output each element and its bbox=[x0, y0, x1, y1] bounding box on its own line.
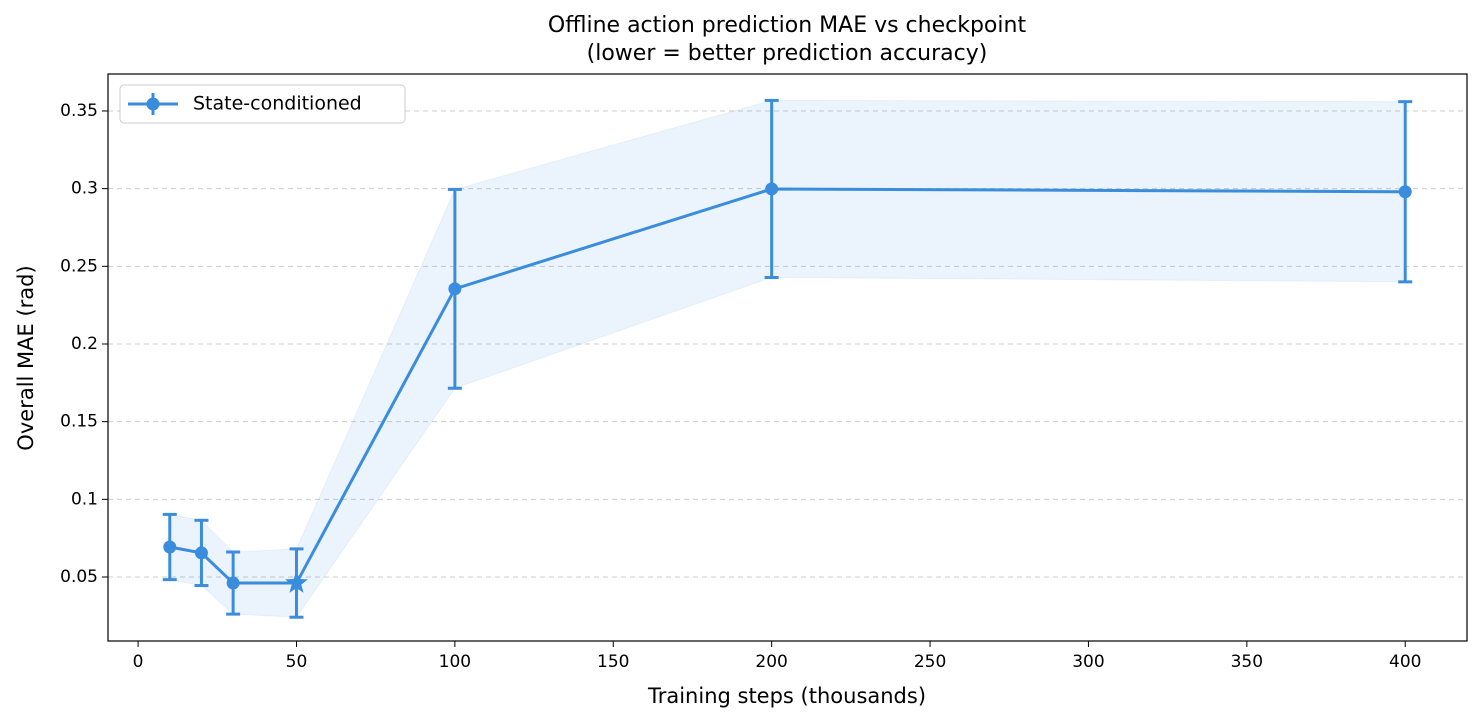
y-tick-label: 0.2 bbox=[71, 334, 98, 354]
x-tick-label: 350 bbox=[1231, 652, 1263, 672]
marker bbox=[226, 576, 240, 590]
x-tick-label: 150 bbox=[597, 652, 629, 672]
marker bbox=[194, 546, 208, 560]
y-tick-label: 0.15 bbox=[60, 412, 98, 432]
x-tick-label: 200 bbox=[755, 652, 787, 672]
x-tick-label: 250 bbox=[914, 652, 946, 672]
x-tick-label: 50 bbox=[286, 652, 308, 672]
y-tick-label: 0.05 bbox=[60, 567, 98, 587]
y-tick-label: 0.25 bbox=[60, 256, 98, 276]
error-band bbox=[169, 99, 1406, 618]
legend-box bbox=[119, 84, 406, 124]
y-tick-label: 0.1 bbox=[71, 489, 98, 509]
y-tick-label: 0.35 bbox=[60, 101, 98, 121]
x-tick-label: 400 bbox=[1389, 652, 1421, 672]
x-tick-label: 0 bbox=[133, 652, 144, 672]
plot-frame bbox=[107, 73, 1468, 642]
chart-subtitle: (lower = better prediction accuracy) bbox=[587, 41, 988, 66]
x-tick-label: 100 bbox=[439, 652, 471, 672]
legend-marker bbox=[146, 97, 160, 111]
chart-title: Offline action prediction MAE vs checkpo… bbox=[548, 13, 1027, 38]
x-axis-label: Training steps (thousands) bbox=[647, 684, 926, 708]
x-tick-label: 300 bbox=[1072, 652, 1104, 672]
marker bbox=[163, 540, 177, 554]
marker bbox=[765, 182, 779, 196]
marker bbox=[1398, 185, 1412, 199]
y-tick-label: 0.3 bbox=[71, 179, 98, 199]
legend-label: State-conditioned bbox=[193, 93, 362, 115]
y-axis-label: Overall MAE (rad) bbox=[14, 265, 38, 450]
marker bbox=[285, 571, 308, 593]
marker bbox=[448, 282, 462, 296]
